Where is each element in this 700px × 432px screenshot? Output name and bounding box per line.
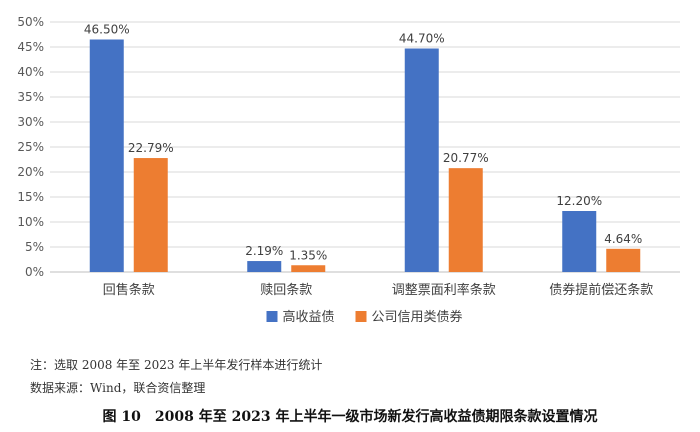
data-label: 1.35% (289, 248, 327, 262)
y-tick-label: 35% (17, 90, 44, 104)
figure-caption: 图 10 2008 年至 2023 年上半年一级市场新发行高收益债期限条款设置情… (102, 409, 598, 425)
bar (448, 168, 483, 272)
bar (89, 39, 124, 272)
legend-swatch (355, 311, 367, 322)
y-tick-label: 10% (17, 215, 44, 229)
data-label: 12.20% (556, 194, 602, 208)
data-label: 44.70% (399, 32, 445, 46)
data-label: 2.19% (245, 244, 283, 258)
bar (606, 248, 641, 272)
chart-svg: 0% 5% 10% 15% 20% 25% 30% 35% 40% 45% 50% 46.50% 22.… (17, 15, 680, 325)
x-tick-label: 回售条款 (103, 282, 155, 298)
y-tick-label: 40% (17, 65, 44, 79)
data-label: 46.50% (84, 23, 130, 37)
legend-swatch (266, 311, 278, 322)
bar (133, 158, 168, 272)
data-label: 4.64% (604, 232, 642, 246)
y-tick-label: 45% (17, 40, 44, 54)
y-tick-label: 15% (17, 190, 44, 204)
legend-label: 公司信用类债券 (372, 309, 463, 325)
bar (247, 261, 282, 272)
y-tick-label: 50% (17, 15, 44, 29)
note-text: 注：选取 2008 年至 2023 年上半年发行样本进行统计 (30, 358, 323, 372)
y-tick-label: 20% (17, 165, 44, 179)
bar (404, 48, 439, 272)
y-tick-label: 0% (25, 265, 44, 279)
source-text: 数据来源：Wind，联合资信整理 (30, 381, 206, 395)
y-tick-label: 5% (25, 240, 44, 254)
x-tick-label: 赎回条款 (260, 282, 312, 298)
x-tick-label: 调整票面利率条款 (392, 282, 496, 298)
y-tick-label: 25% (17, 140, 44, 154)
bar-chart: 0% 5% 10% 15% 20% 25% 30% 35% 40% 45% 50% 46.50% 22.… (17, 15, 680, 325)
y-tick-label: 30% (17, 115, 44, 129)
bar (291, 265, 326, 272)
data-label: 20.77% (443, 151, 489, 165)
data-label: 22.79% (128, 141, 174, 155)
x-tick-label: 债券提前偿还条款 (549, 282, 653, 298)
bar (562, 211, 597, 272)
legend-label: 高收益债 (283, 309, 335, 325)
